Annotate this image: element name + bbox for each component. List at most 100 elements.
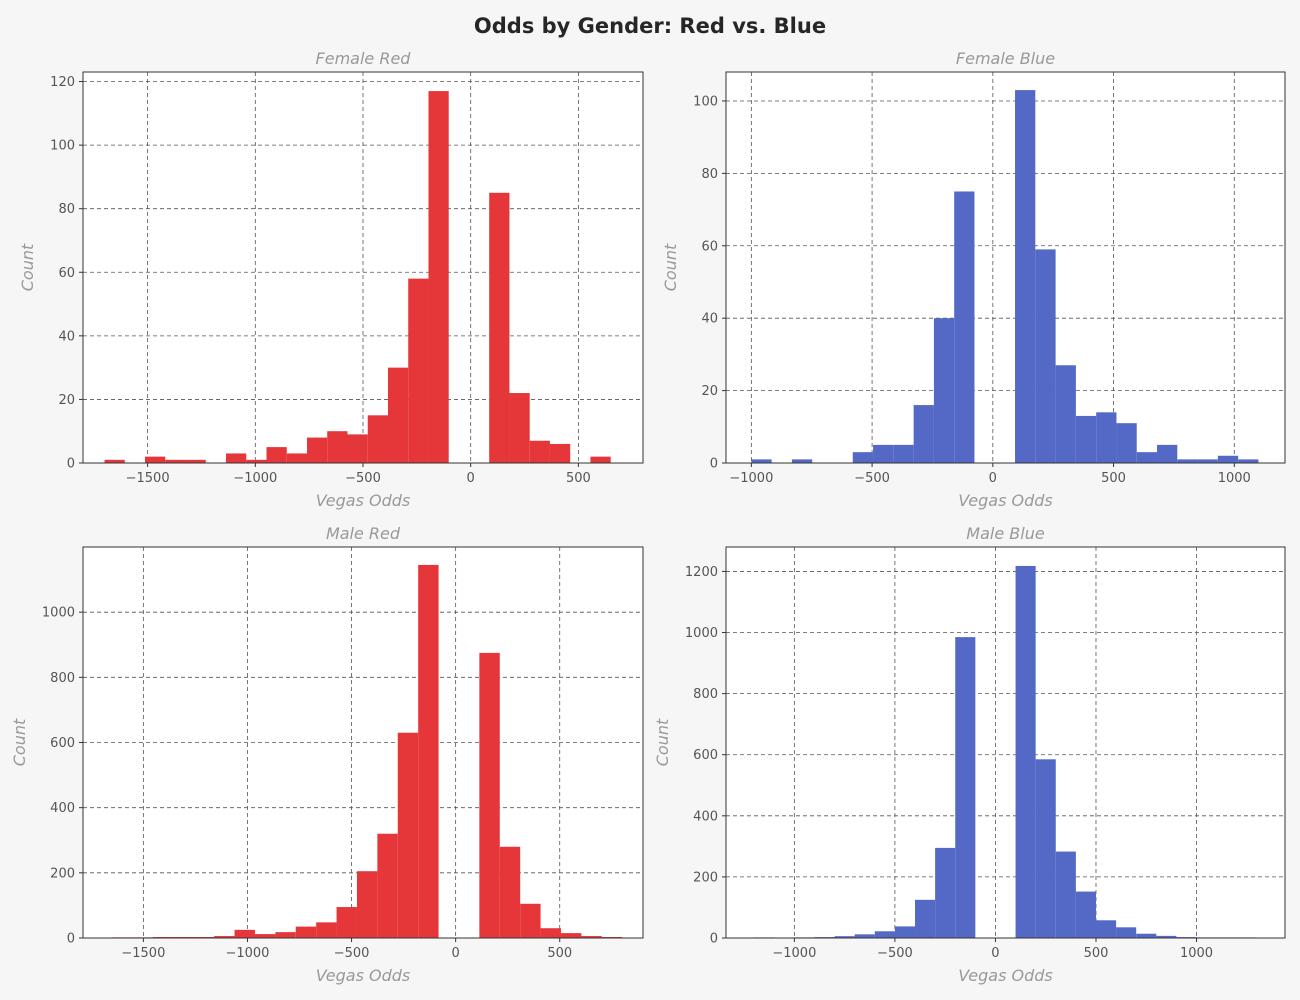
histogram-bar (226, 453, 247, 463)
y-tick-label: 0 (67, 932, 75, 947)
y-tick-label: 120 (50, 75, 75, 90)
y-tick-label: 0 (67, 457, 75, 472)
histogram-bar (275, 932, 296, 938)
histogram-bar (1075, 891, 1096, 938)
histogram-bar (234, 929, 255, 938)
chart-title: Female Blue (956, 49, 1055, 68)
histogram-bar (590, 456, 611, 463)
x-tick-label: −1000 (729, 471, 773, 486)
histogram-bar (549, 443, 571, 463)
histogram-bar (854, 934, 875, 938)
histogram-bar (185, 459, 206, 463)
histogram-bar (1035, 759, 1056, 938)
y-tick-label: 20 (701, 384, 718, 399)
histogram-bar (165, 459, 186, 463)
histogram-bar (529, 440, 550, 463)
histogram-bar (387, 367, 409, 463)
plot-frame (725, 71, 1286, 464)
y-tick-label: 1200 (685, 565, 718, 580)
x-tick-label: 500 (566, 471, 591, 486)
histogram-bar (489, 192, 510, 463)
histogram-bar (104, 459, 125, 463)
chart-title: Male Blue (966, 524, 1045, 543)
chart-panel-2: −1500 −1000 −500 0 500 0 200 400 600 800 1000 Male … (10, 524, 644, 985)
histogram-bar (145, 456, 166, 463)
histogram-bar (913, 405, 934, 463)
histogram-bar (214, 936, 235, 938)
y-tick-label: 200 (50, 866, 75, 881)
chart-title: Female Red (316, 49, 412, 68)
y-tick-label: 800 (50, 671, 75, 686)
x-tick-label: 0 (451, 946, 459, 961)
y-tick-label: 600 (50, 736, 75, 751)
x-axis-label: Vegas Odds (316, 491, 410, 510)
y-tick-label: 200 (693, 870, 718, 885)
y-axis-label: Count (661, 243, 680, 291)
plot-area (726, 72, 1285, 463)
histogram-bar (791, 459, 813, 463)
histogram-bar (894, 926, 916, 938)
x-tick-label: −1000 (225, 946, 269, 961)
y-tick-label: 80 (701, 167, 718, 182)
plot-area (726, 547, 1285, 938)
histogram-bar (852, 452, 874, 463)
histogram-bar (254, 934, 276, 938)
histogram-bar (327, 431, 348, 463)
x-tick-label: −500 (854, 471, 890, 486)
y-tick-label: 100 (693, 94, 718, 109)
x-tick-label: 0 (467, 471, 475, 486)
y-axis-label: Count (10, 718, 29, 766)
x-tick-label: −500 (877, 946, 913, 961)
histogram-bar (1116, 423, 1137, 463)
histogram-bar (356, 871, 378, 938)
chart-panel-3: −1000 −500 0 500 1000 0 200 400 600 800 1000 1200 Ma… (653, 524, 1286, 985)
histogram-bar (1136, 452, 1158, 463)
histogram-bar (1095, 920, 1117, 938)
y-axis-label: Count (653, 718, 672, 766)
histogram-bar (1015, 565, 1036, 938)
histogram-bar (1197, 459, 1218, 463)
y-tick-label: 0 (710, 457, 718, 472)
y-tick-label: 80 (58, 202, 75, 217)
y-tick-label: 400 (693, 809, 718, 824)
histogram-bar (397, 732, 419, 938)
y-tick-label: 0 (710, 932, 718, 947)
histogram-bar (347, 434, 368, 463)
x-axis-label: Vegas Odds (958, 966, 1052, 985)
histogram-bar (540, 928, 561, 938)
histogram-bar (428, 91, 449, 463)
histogram-bar (955, 637, 976, 938)
histogram-bar (1238, 459, 1259, 463)
x-tick-label: −1500 (121, 946, 165, 961)
histogram-bar (295, 926, 317, 938)
x-tick-label: 1000 (1180, 946, 1213, 961)
y-tick-label: 40 (701, 312, 718, 327)
histogram-bar (1075, 415, 1097, 463)
x-tick-label: 500 (1101, 471, 1126, 486)
x-tick-label: −1000 (772, 946, 816, 961)
histogram-bar (367, 415, 388, 463)
chart-panel-1: −1000 −500 0 500 1000 0 20 40 60 80 100 Female Blue… (661, 49, 1286, 510)
histogram-bar (499, 846, 521, 938)
histogram-bar (307, 437, 328, 463)
histogram-bar (1136, 933, 1157, 938)
y-tick-label: 1000 (685, 626, 718, 641)
histogram-bar (1035, 249, 1056, 463)
histogram-bar (408, 278, 429, 463)
x-tick-label: 500 (547, 946, 572, 961)
histogram-bar (377, 833, 398, 938)
histogram-bar (954, 191, 975, 463)
histogram-bar (874, 931, 895, 938)
histogram-bar (479, 652, 500, 938)
histogram-bar (935, 847, 956, 938)
y-tick-label: 100 (50, 139, 75, 154)
figure-title: Odds by Gender: Red vs. Blue (473, 14, 827, 38)
x-tick-label: 0 (989, 471, 997, 486)
histogram-bar (751, 459, 772, 463)
histogram-bar (1177, 459, 1198, 463)
histogram-bar (1156, 935, 1177, 938)
x-tick-label: −500 (345, 471, 381, 486)
histogram-bar (1055, 365, 1076, 463)
histogram-bar (873, 444, 894, 463)
